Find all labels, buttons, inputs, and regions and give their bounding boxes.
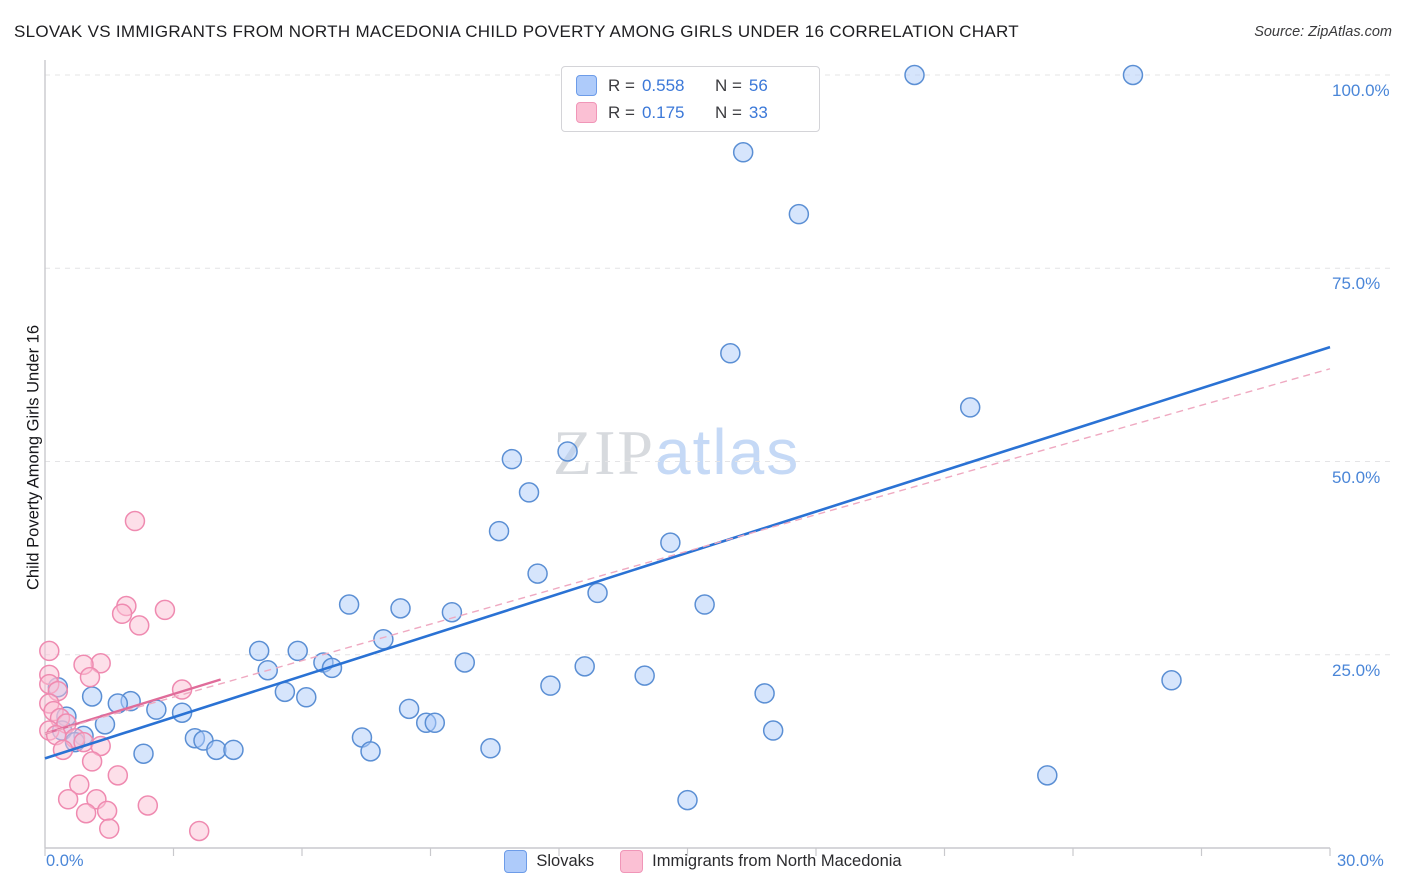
series-legend: Slovaks Immigrants from North Macedonia [0,850,1406,873]
scatter-point-slovaks [720,343,741,364]
scatter-point-macedonia [128,615,150,636]
scatter-point-slovaks [488,520,510,542]
scatter-point-macedonia [81,751,103,772]
watermark-atlas: atlas [655,416,801,488]
source-attribution: Source: ZipAtlas.com [1254,24,1392,40]
scatter-point-macedonia [188,820,210,842]
scatter-point-slovaks [540,675,561,696]
scatter-point-macedonia [154,599,176,621]
slovaks-swatch-icon [576,75,597,96]
watermark: ZIPatlas [553,415,800,490]
scatter-point-slovaks [660,532,681,553]
scatter-point-slovaks [634,665,655,686]
x-tick-min: 0.0% [46,852,84,870]
scatter-point-macedonia [99,818,120,839]
scatter-point-slovaks [81,686,103,707]
scatter-point-macedonia [75,802,97,824]
macedonia-swatch-icon [620,850,644,873]
scatter-point-macedonia [124,510,146,532]
slovaks-swatch-icon [504,850,528,873]
y-tick-25: 25.0% [1332,661,1381,680]
scatter-point-slovaks [296,687,317,708]
n-value-macedonia: 33 [748,102,768,122]
scatter-point-slovaks [274,681,296,703]
legend-item-macedonia: Immigrants from North Macedonia [620,850,902,873]
scatter-point-macedonia [137,795,159,816]
scatter-point-slovaks [1161,670,1182,691]
scatter-point-slovaks [398,698,420,720]
scatter-point-slovaks [146,699,167,720]
stats-row-slovaks: R = 0.558 N = 56 [576,75,801,96]
n-label: N = [714,102,742,122]
scatter-point-slovaks [133,743,154,764]
legend-item-slovaks: Slovaks [504,850,594,873]
scatter-point-slovaks [501,448,523,470]
scatter-point-macedonia [79,666,101,688]
scatter-point-slovaks [248,640,270,662]
scatter-point-slovaks [574,656,595,677]
scatter-point-slovaks [373,629,394,650]
stats-legend: R = 0.558 N = 56 R = 0.175 N = 33 [561,66,820,132]
scatter-point-slovaks [762,720,784,741]
trend-line-dashed [44,368,1331,735]
scatter-point-slovaks [206,739,227,761]
scatter-point-slovaks [480,738,501,759]
scatter-point-slovaks [904,64,925,86]
scatter-point-slovaks [694,594,715,615]
legend-label-slovaks: Slovaks [536,852,595,870]
r-label: R = [608,75,635,95]
stats-row-macedonia: R = 0.175 N = 33 [576,102,801,123]
scatter-point-macedonia [69,774,90,795]
r-value-slovaks: 0.558 [641,75,685,95]
scatter-point-slovaks [1037,765,1058,786]
n-value-slovaks: 56 [748,75,768,95]
page-title: SLOVAK VS IMMIGRANTS FROM NORTH MACEDONI… [14,22,1019,41]
scatter-point-macedonia [111,603,133,625]
scatter-point-slovaks [1122,64,1144,86]
n-label: N = [714,75,742,95]
scatter-point-macedonia [39,640,60,662]
macedonia-swatch-icon [576,102,597,123]
r-label: R = [608,102,635,122]
scatter-point-slovaks [732,142,754,163]
scatter-point-slovaks [287,640,308,662]
scatter-point-slovaks [677,789,698,811]
scatter-point-slovaks [441,601,463,623]
scatter-point-macedonia [57,789,79,810]
scatter-point-slovaks [390,598,411,619]
trend-line-solid [44,345,1331,760]
scatter-point-macedonia [107,765,129,786]
x-tick-max: 30.0% [1337,852,1384,870]
y-tick-50: 50.0% [1332,468,1381,487]
scatter-point-slovaks [587,582,608,604]
scatter-point-slovaks [754,683,775,704]
scatter-point-slovaks [360,741,381,762]
r-value-macedonia: 0.175 [641,102,685,122]
y-tick-100: 100.0% [1332,81,1390,100]
scatter-point-slovaks [959,397,981,418]
scatter-point-slovaks [321,657,343,679]
scatter-point-slovaks [454,652,476,673]
scatter-point-slovaks [424,712,446,734]
y-tick-75: 75.0% [1332,274,1381,293]
scatter-point-slovaks [788,203,810,225]
scatter-point-slovaks [518,482,540,503]
legend-label-macedonia: Immigrants from North Macedonia [652,852,902,870]
scatter-point-slovaks [557,441,578,462]
scatter-point-slovaks [338,594,360,615]
scatter-point-slovaks [527,563,548,584]
scatter-point-macedonia [96,800,118,822]
scatter-point-slovaks [223,739,244,761]
